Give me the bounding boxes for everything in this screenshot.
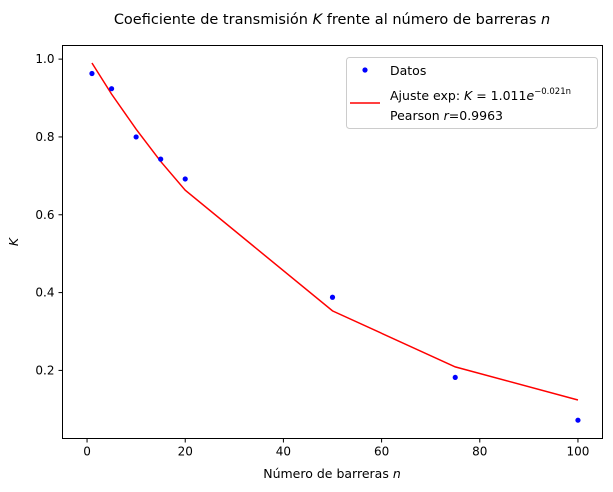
data-point (158, 156, 164, 162)
x-tick-label: 0 (83, 445, 91, 459)
x-axis-ticks: 0 20 40 60 80 100 (83, 438, 590, 459)
y-tick-label: 0.2 (35, 363, 54, 377)
legend-label-ajuste: Ajuste exp: K = 1.011e−0.021n (390, 87, 571, 103)
data-point (108, 86, 115, 92)
x-tick-label: 100 (567, 445, 590, 459)
y-axis-ticks: 0.2 0.4 0.6 0.8 1.0 (35, 52, 63, 377)
y-tick-label: 1.0 (35, 52, 54, 66)
x-axis-label: Número de barreras n (263, 466, 401, 481)
fit-line (91, 62, 579, 401)
y-tick-label: 0.8 (35, 130, 54, 144)
data-point (133, 134, 139, 140)
chart-title: Coeficiente de transmisión K frente al n… (114, 12, 550, 28)
legend-marker-datos (362, 67, 368, 73)
y-tick-label: 0.4 (35, 286, 54, 300)
data-point (452, 374, 458, 381)
legend: Datos Ajuste exp: K = 1.011e−0.021n Pear… (346, 57, 598, 129)
data-point (329, 294, 336, 300)
data-point (575, 417, 581, 423)
plot-area (89, 62, 581, 423)
data-point (182, 176, 188, 182)
legend-box (346, 57, 598, 129)
y-tick-label: 0.6 (35, 208, 54, 222)
legend-label-pearson: Pearson r=0.9963 (390, 108, 503, 123)
x-tick-label: 80 (472, 445, 487, 459)
x-tick-label: 60 (374, 445, 389, 459)
legend-label-datos: Datos (390, 63, 426, 78)
x-tick-label: 20 (178, 445, 193, 459)
x-tick-label: 40 (276, 445, 291, 459)
plot-frame (62, 45, 603, 439)
data-point (89, 70, 95, 77)
y-axis-label: K (6, 236, 21, 246)
